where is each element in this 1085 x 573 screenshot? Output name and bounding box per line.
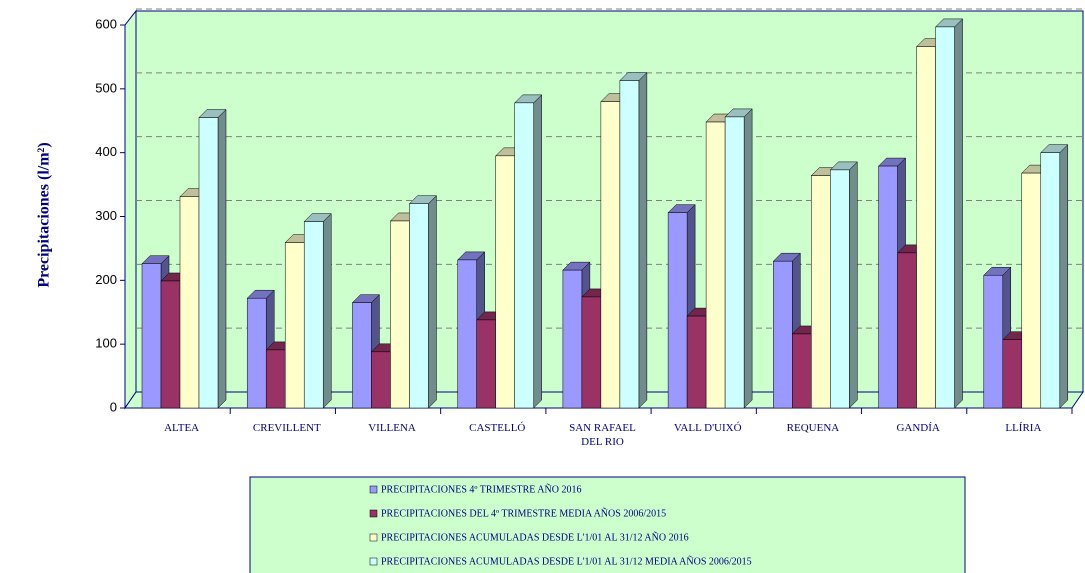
- bar-side: [849, 161, 858, 409]
- legend-label: PRECIPITACIONES DEL 4º TRIMESTRE MEDIA A…: [381, 507, 666, 519]
- bar: [830, 169, 850, 409]
- bar-side: [638, 71, 648, 409]
- bar: [303, 221, 324, 409]
- bar: [198, 117, 219, 409]
- y-axis-label: Precipitaciones (l/m²): [36, 142, 53, 287]
- bar: [390, 220, 410, 409]
- y-tick-label: 100: [95, 336, 117, 351]
- bar-side: [743, 108, 753, 409]
- bar-side: [1059, 144, 1069, 409]
- bar: [457, 259, 477, 409]
- legend-swatch: [369, 509, 378, 518]
- bar-side: [954, 18, 963, 409]
- legend-swatch: [369, 485, 378, 494]
- bar: [724, 116, 745, 409]
- x-tick-label: VILLENA: [368, 422, 416, 434]
- bar-side: [322, 213, 332, 409]
- bar: [792, 333, 812, 409]
- bar: [160, 280, 181, 409]
- y-tick-label: 0: [110, 399, 117, 414]
- bar: [514, 102, 534, 409]
- bar: [619, 80, 640, 409]
- legend-label: PRECIPITACIONES 4º TRIMESTRE AÑO 2016: [381, 483, 581, 495]
- bar: [878, 165, 898, 409]
- bar: [773, 260, 793, 409]
- y-tick-label: 600: [95, 16, 117, 31]
- legend-label: PRECIPITACIONES ACUMULADAS DESDE L'1/01 …: [381, 531, 689, 543]
- bar: [916, 46, 936, 409]
- bar: [667, 212, 688, 409]
- side-wall: [124, 9, 137, 410]
- bar: [1002, 339, 1023, 409]
- bar: [284, 242, 305, 409]
- x-tick-label: CREVILLENT: [252, 422, 321, 434]
- bar: [705, 121, 726, 409]
- bar: [352, 302, 372, 409]
- bar: [686, 315, 707, 409]
- bar: [179, 196, 200, 409]
- bar: [581, 296, 602, 409]
- bar: [935, 26, 955, 409]
- bar: [495, 155, 515, 409]
- x-tick-label: REQUENA: [786, 422, 840, 434]
- y-tick-label: 200: [95, 272, 117, 287]
- bar-side: [533, 94, 542, 409]
- bar: [265, 349, 286, 409]
- bar: [409, 203, 429, 409]
- bar: [983, 274, 1004, 409]
- bar-side: [428, 195, 437, 409]
- bar: [897, 252, 917, 409]
- x-tick-label: LLÍRIA: [1005, 422, 1042, 434]
- legend: [249, 476, 966, 573]
- bar-side: [217, 108, 227, 409]
- x-tick-label: VALL D'UIXÓ: [673, 422, 742, 434]
- y-tick-label: 500: [95, 80, 117, 95]
- bar: [246, 297, 267, 409]
- legend-swatch: [369, 533, 378, 542]
- bar: [811, 175, 831, 409]
- y-tick-label: 400: [95, 144, 117, 159]
- x-tick-label: CASTELLÓ: [469, 422, 526, 434]
- bar: [600, 101, 621, 409]
- x-tick-label: ALTEA: [164, 422, 200, 434]
- legend-label: PRECIPITACIONES ACUMULADAS DESDE L'1/01 …: [381, 555, 752, 567]
- y-tick-label: 300: [95, 208, 117, 223]
- x-tick-label: SAN RAFAEL DEL RIO: [569, 422, 636, 448]
- x-tick-label: GANDÍA: [896, 422, 940, 434]
- bar: [562, 269, 583, 409]
- bar: [141, 263, 162, 409]
- bar: [371, 351, 391, 409]
- bar: [1021, 172, 1042, 409]
- legend-swatch: [369, 557, 378, 566]
- bar: [476, 319, 496, 409]
- bar: [1040, 152, 1061, 409]
